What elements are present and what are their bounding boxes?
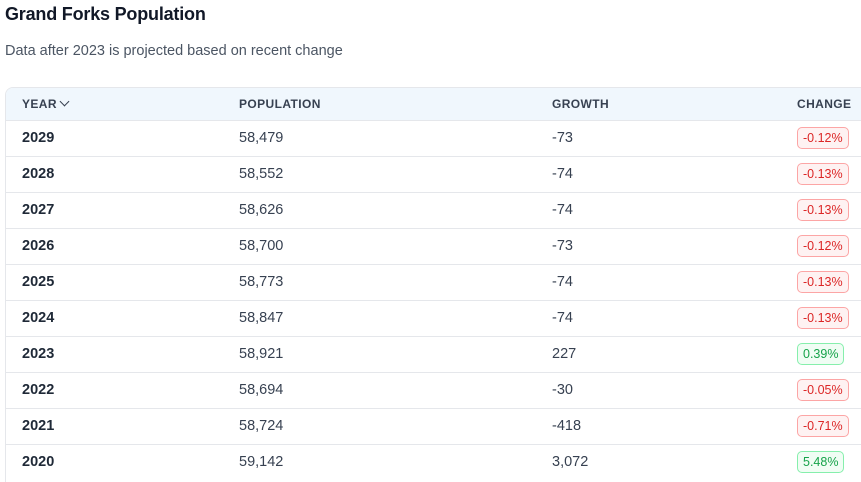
change-cell: -0.05% xyxy=(797,372,861,408)
year-header-label: YEAR xyxy=(22,96,57,111)
change-cell: -0.12% xyxy=(797,120,861,156)
table-row: 2023 58,921 227 0.39% xyxy=(6,336,861,372)
year-cell: 2022 xyxy=(22,382,55,398)
population-cell: 59,142 xyxy=(239,454,284,471)
table-body: 2029 58,479 -73 -0.12% 2028 58,552 -74 -0.13% 20… xyxy=(6,120,861,480)
population-cell: 58,847 xyxy=(239,310,284,326)
year-cell: 2025 xyxy=(22,274,55,290)
change-badge: -0.12% xyxy=(797,235,849,257)
growth-cell: -73 xyxy=(552,130,573,146)
change-cell: 0.39% xyxy=(797,336,861,372)
change-badge: -0.05% xyxy=(797,379,849,401)
table-row: 2029 58,479 -73 -0.12% xyxy=(6,120,861,156)
population-cell: 58,479 xyxy=(239,130,284,146)
change-cell: -0.13% xyxy=(797,264,861,300)
change-badge: -0.12% xyxy=(797,127,849,149)
population-column-header: POPULATION xyxy=(239,96,321,111)
table-header: YEAR POPULATION GROWTH CHANGE xyxy=(6,88,861,120)
table-row: 2021 58,724 -418 -0.71% xyxy=(6,408,861,444)
year-cell: 2028 xyxy=(22,166,55,182)
change-badge: 5.48% xyxy=(797,451,845,474)
change-cell: -0.13% xyxy=(797,192,861,228)
population-cell: 58,552 xyxy=(239,166,284,182)
growth-cell: 227 xyxy=(552,346,577,362)
growth-cell: -74 xyxy=(552,310,573,326)
year-column-header[interactable]: YEAR xyxy=(6,88,239,120)
population-cell: 58,773 xyxy=(239,274,284,290)
year-cell: 2027 xyxy=(22,202,55,218)
year-cell: 2029 xyxy=(22,130,55,146)
change-badge: -0.13% xyxy=(797,199,849,221)
change-badge: -0.13% xyxy=(797,163,849,185)
page-title: Grand Forks Population xyxy=(5,4,206,24)
change-cell: 5.48% xyxy=(797,444,861,480)
growth-cell: 3,072 xyxy=(552,454,589,471)
population-cell: 58,700 xyxy=(239,238,284,254)
table-row: 2024 58,847 -74 -0.13% xyxy=(6,300,861,336)
change-cell: -0.13% xyxy=(797,156,861,192)
change-column-header: CHANGE xyxy=(797,96,852,111)
year-cell: 2026 xyxy=(22,238,55,254)
change-cell: -0.13% xyxy=(797,300,861,336)
growth-cell: -74 xyxy=(552,166,573,182)
change-badge: -0.13% xyxy=(797,307,849,329)
table-row: 2025 58,773 -74 -0.13% xyxy=(6,264,861,300)
table-row: 2022 58,694 -30 -0.05% xyxy=(6,372,861,408)
year-cell: 2024 xyxy=(22,310,55,326)
population-cell: 58,626 xyxy=(239,202,284,218)
header-row: YEAR POPULATION GROWTH CHANGE xyxy=(6,88,861,120)
population-table: YEAR POPULATION GROWTH CHANGE 2029 58,479… xyxy=(6,88,861,480)
growth-cell: -418 xyxy=(552,418,582,434)
year-cell: 2020 xyxy=(22,454,55,471)
growth-cell: -74 xyxy=(552,202,573,218)
chevron-down-icon[interactable] xyxy=(59,96,70,107)
population-cell: 58,694 xyxy=(239,382,284,398)
table-row: 2020 59,142 3,072 5.48% xyxy=(6,444,861,480)
population-table-container: YEAR POPULATION GROWTH CHANGE 2029 58,479… xyxy=(5,87,861,482)
population-cell: 58,921 xyxy=(239,346,284,362)
change-badge: 0.39% xyxy=(797,343,845,365)
change-cell: -0.12% xyxy=(797,228,861,264)
growth-cell: -30 xyxy=(552,382,573,398)
change-badge: -0.13% xyxy=(797,271,849,293)
table-row: 2027 58,626 -74 -0.13% xyxy=(6,192,861,228)
year-cell: 2023 xyxy=(22,346,55,362)
growth-column-header: GROWTH xyxy=(552,96,610,111)
year-cell: 2021 xyxy=(22,418,55,434)
growth-cell: -74 xyxy=(552,274,573,290)
population-cell: 58,724 xyxy=(239,418,284,434)
growth-cell: -73 xyxy=(552,238,573,254)
page-subtitle: Data after 2023 is projected based on re… xyxy=(5,43,343,59)
table-row: 2028 58,552 -74 -0.13% xyxy=(6,156,861,192)
change-badge: -0.71% xyxy=(797,415,849,437)
change-cell: -0.71% xyxy=(797,408,861,444)
table-row: 2026 58,700 -73 -0.12% xyxy=(6,228,861,264)
